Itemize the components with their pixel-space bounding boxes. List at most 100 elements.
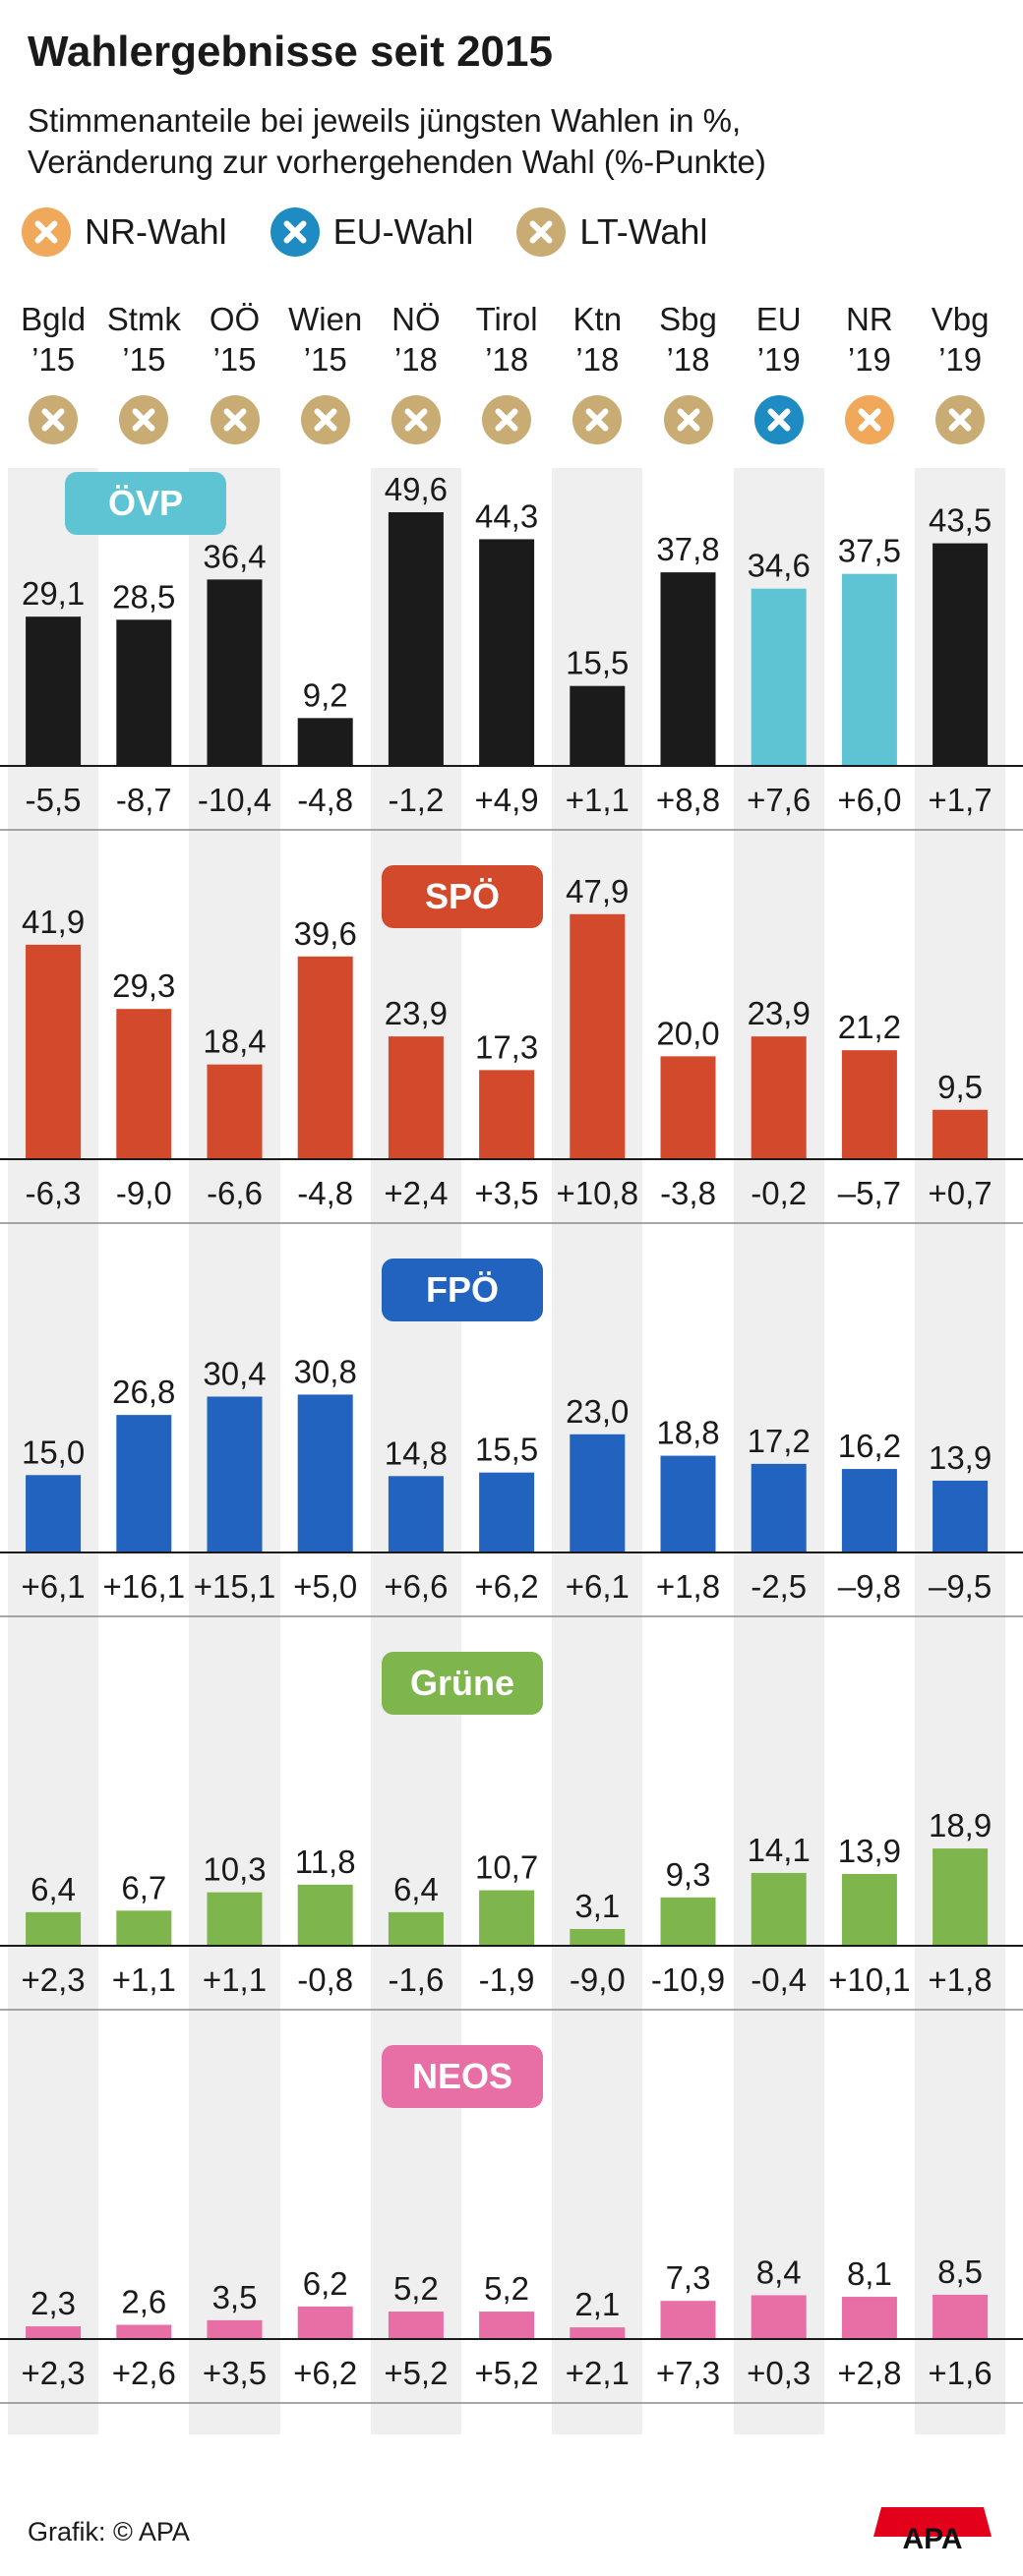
bar: [570, 2327, 626, 2338]
bar-value-label: 6,4: [30, 1871, 76, 1907]
change-label: +3,5: [203, 2355, 267, 2391]
change-label: +3,5: [475, 1175, 539, 1211]
column-year: ’19: [847, 341, 891, 378]
subtitle-line-1: Stimmenanteile bei jeweils jüngsten Wahl…: [28, 102, 742, 139]
column-shade: [733, 2041, 824, 2434]
bar-value-label: 14,1: [748, 1832, 811, 1868]
bar-value-label: 23,0: [566, 1393, 629, 1430]
column-shade: [915, 1648, 1006, 2041]
legend-label-eu: EU-Wahl: [332, 211, 474, 252]
bar: [479, 539, 535, 765]
bar-value-label: 36,4: [203, 538, 266, 574]
bar: [841, 2297, 897, 2338]
party-badge: SPÖ: [382, 865, 543, 928]
column-year: ’15: [303, 341, 347, 378]
party-panel-4: 2,3 +2,3 2,6 +2,6 3,5 +3,5 6,2 +6,2 5,2 +5,2 5,2 +5…: [0, 2254, 1023, 2404]
change-label: -0,2: [751, 1175, 807, 1211]
cross-icon: [572, 395, 623, 444]
cross-icon: [844, 395, 894, 444]
bar: [207, 1892, 263, 1945]
bar: [388, 1476, 444, 1551]
column-name: OÖ: [209, 301, 261, 337]
legend-label-nr: NR-Wahl: [85, 211, 227, 252]
bar-value-label: 2,3: [30, 2285, 76, 2321]
change-label: –9,8: [838, 1568, 901, 1605]
bar: [751, 2295, 807, 2338]
bar: [933, 1848, 989, 1945]
bar: [388, 1036, 444, 1158]
bar-value-label: 18,8: [656, 1415, 719, 1451]
bar: [26, 1911, 82, 1945]
bar-value-label: 39,6: [294, 915, 357, 952]
party-panel-1: 41,9 -6,3 29,3 -9,0 18,4 -6,6 39,6 -4,8 23,9 +2,4…: [0, 873, 1023, 1224]
source-credit: Grafik: © APA: [28, 2517, 190, 2547]
bar: [570, 913, 626, 1158]
change-label: -8,7: [116, 782, 172, 818]
change-label: +1,7: [929, 782, 993, 818]
bar-value-label: 3,1: [574, 1888, 620, 1924]
bar-value-label: 29,3: [112, 967, 175, 1004]
column-year: ’15: [31, 341, 76, 378]
change-label: -9,0: [116, 1175, 172, 1211]
bar: [297, 718, 353, 765]
bar-value-label: 8,4: [756, 2254, 802, 2290]
chart-title: Wahlergebnisse seit 2015: [28, 28, 553, 76]
bar: [570, 685, 626, 765]
column-shade: [8, 1255, 99, 1648]
column-header: Sbg ’18: [642, 299, 735, 380]
column-header: OÖ ’15: [189, 299, 281, 380]
party-panel-2: 15,0 +6,1 26,8 +16,1 30,4 +15,1 30,8 +5,0 14,8 +6…: [0, 1353, 1023, 1617]
bar-value-label: 2,1: [574, 2286, 620, 2322]
bar-value-label: 34,6: [748, 548, 811, 584]
bar: [933, 1480, 989, 1551]
bar: [660, 1455, 716, 1551]
bar-value-label: 44,3: [475, 498, 538, 534]
subtitle-line-2: Veränderung zur vorhergehenden Wahl (%-P…: [28, 144, 766, 180]
bar-value-label: 5,2: [393, 2270, 439, 2307]
change-label: +8,8: [656, 782, 720, 818]
change-label: +15,1: [194, 1568, 276, 1605]
legend-item-eu: EU-Wahl: [270, 207, 474, 257]
change-label: +7,3: [656, 2355, 720, 2391]
cross-icon: [391, 395, 441, 444]
bar: [933, 543, 989, 765]
change-label: +2,6: [112, 2355, 176, 2391]
bar-value-label: 10,3: [203, 1851, 266, 1888]
bar: [297, 1884, 353, 1945]
bar: [26, 616, 82, 765]
bar-value-label: 20,0: [656, 1015, 719, 1051]
column-header: EU ’19: [733, 299, 825, 380]
cross-icon: [270, 207, 320, 257]
bar-value-label: 9,2: [303, 676, 348, 713]
bar-value-label: 49,6: [385, 471, 448, 507]
cross-icon: [300, 395, 350, 444]
cross-icon: [482, 395, 532, 444]
change-label: -3,8: [660, 1175, 716, 1211]
change-label: -6,3: [26, 1175, 82, 1211]
bar: [26, 2326, 82, 2338]
bar: [751, 1036, 807, 1158]
party-panel-0: 29,1 -5,5 28,5 -8,7 36,4 -10,4 9,2 -4,8 49,6 -1,2…: [0, 471, 1023, 831]
column-shade: [8, 2041, 99, 2434]
column-shade: [189, 1648, 280, 2041]
bar-value-label: 15,5: [475, 1432, 538, 1468]
party-badge: NEOS: [382, 2045, 543, 2108]
bar: [207, 579, 263, 765]
column-year: ’19: [756, 341, 801, 378]
change-label: +5,0: [293, 1568, 357, 1605]
bar-value-label: 26,8: [112, 1374, 175, 1410]
bar: [388, 511, 444, 765]
bar-value-label: 47,9: [566, 873, 629, 909]
bar-value-label: 18,9: [929, 1807, 992, 1844]
bar: [479, 1890, 535, 1945]
change-label: -4,8: [297, 782, 353, 818]
bar-value-label: 8,5: [937, 2254, 983, 2290]
bar-value-label: 41,9: [22, 904, 85, 940]
bar-value-label: 9,3: [666, 1856, 711, 1893]
column-header: Ktn ’18: [551, 299, 643, 380]
bar: [116, 1009, 172, 1158]
column-name: Sbg: [659, 301, 717, 337]
bar: [207, 1396, 263, 1551]
bar-value-label: 13,9: [838, 1833, 901, 1869]
bar: [933, 2294, 989, 2338]
